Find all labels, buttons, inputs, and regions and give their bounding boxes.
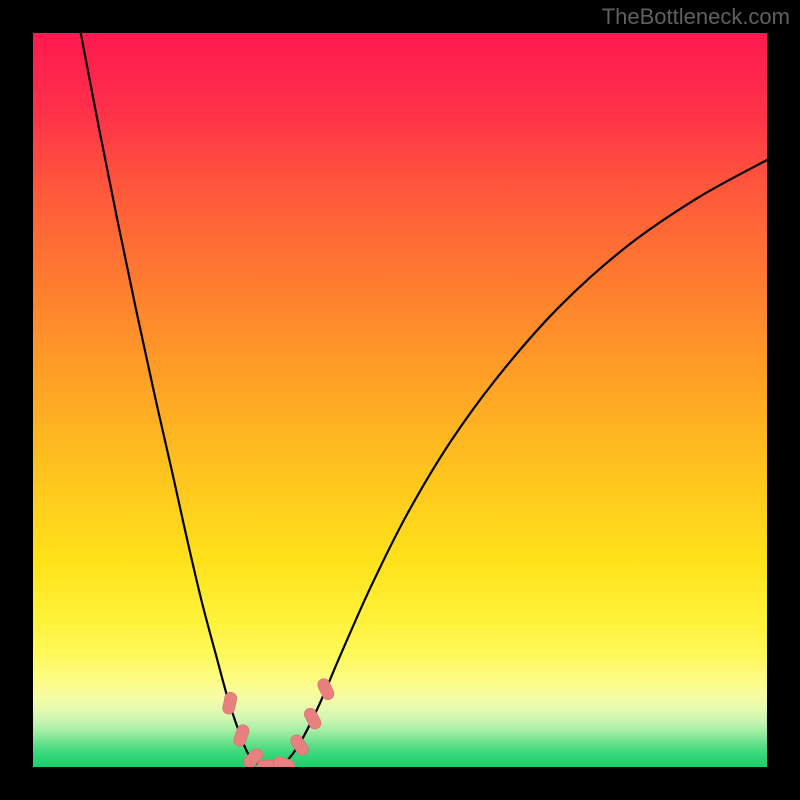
bottleneck-curve (81, 33, 767, 767)
curve-marker (222, 691, 238, 715)
curve-marker (316, 677, 336, 702)
curve-layer (33, 33, 767, 767)
watermark-text: TheBottleneck.com (602, 4, 790, 30)
curve-marker (272, 755, 297, 767)
curve-marker (232, 723, 250, 748)
chart-frame: TheBottleneck.com (0, 0, 800, 800)
curve-markers (222, 677, 336, 767)
curve-marker (302, 706, 323, 731)
plot-area (33, 33, 767, 767)
